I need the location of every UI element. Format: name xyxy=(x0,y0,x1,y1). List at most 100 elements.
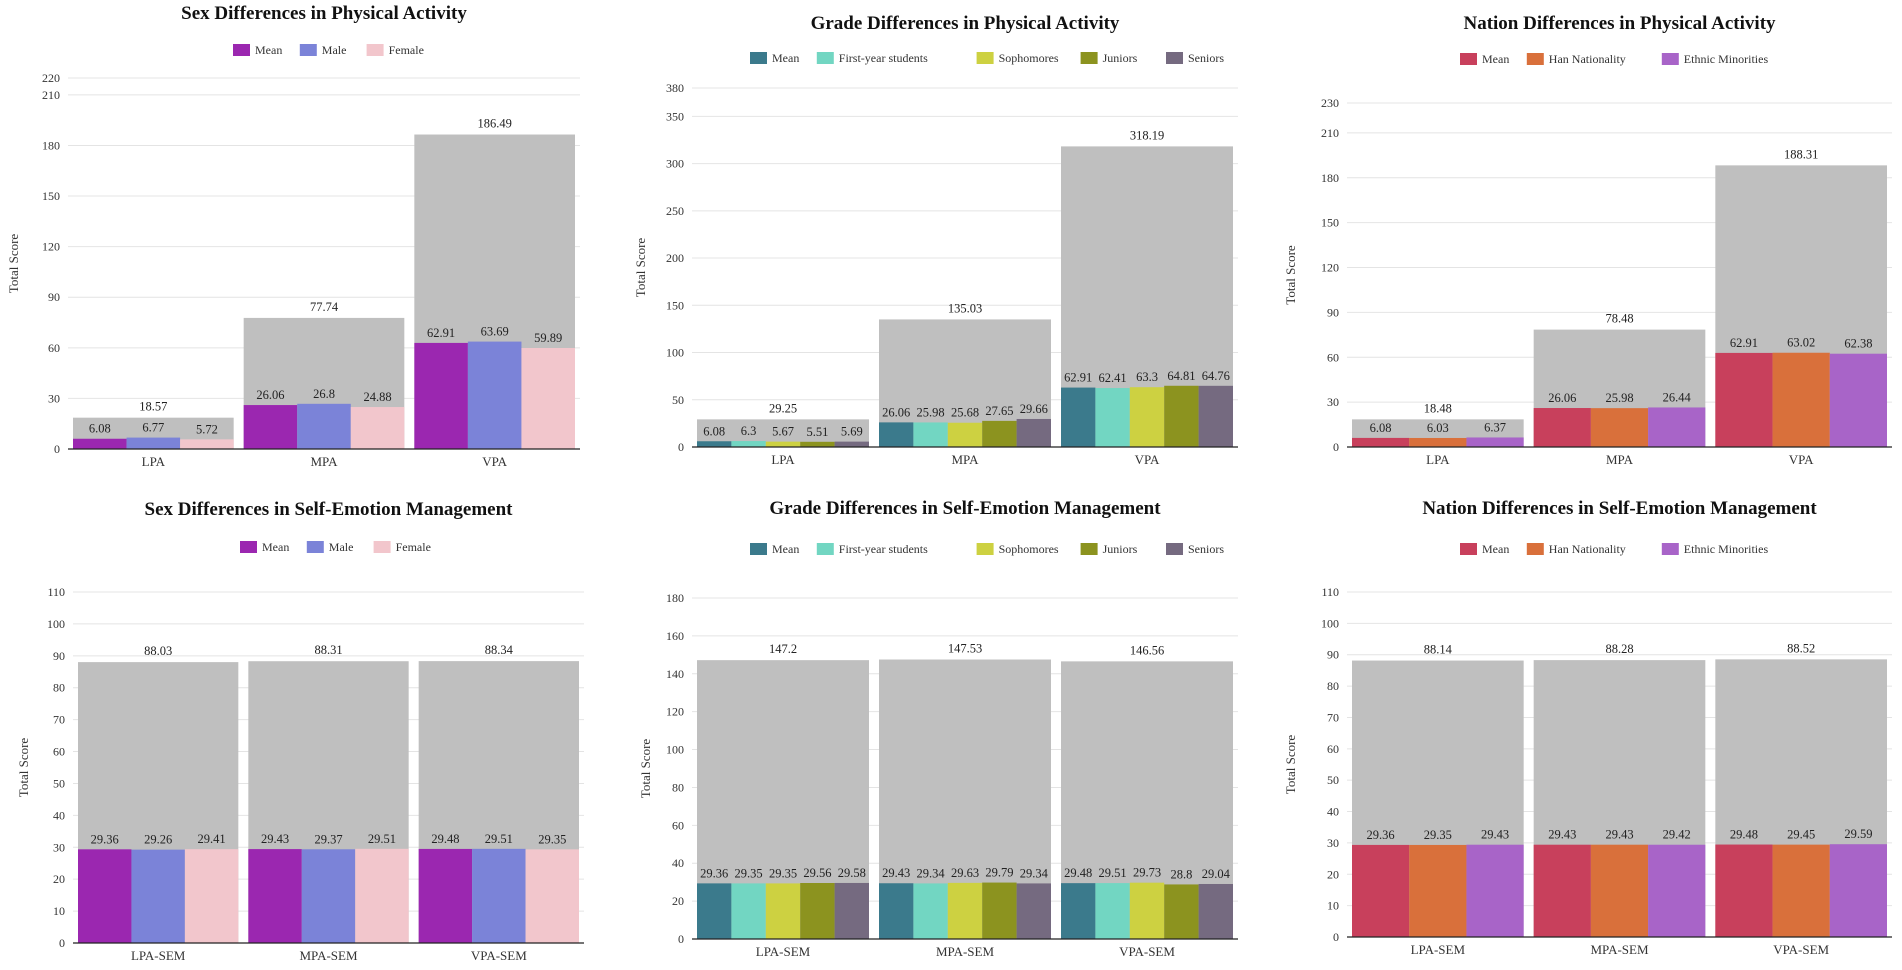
bar-value-label: 29.35 xyxy=(769,866,797,880)
legend: Mean Han Nationality Ethnic Minorities xyxy=(1460,542,1768,556)
bar-value-label: 29.48 xyxy=(1730,828,1758,842)
category-group-mpa-sem: 147.53 29.43 29.34 29.63 29.79 29.34 MPA-SEM xyxy=(879,642,1051,959)
y-tick-label: 90 xyxy=(1327,305,1339,319)
x-category-label: MPA xyxy=(952,452,980,467)
bar-ethnic-minorities xyxy=(1829,353,1887,447)
y-axis-label: Total Score xyxy=(16,738,31,798)
bar-male xyxy=(126,437,181,449)
legend-label-first-year-students: First-year students xyxy=(839,542,928,556)
bar-first-year-students xyxy=(1095,883,1130,939)
chart-title: Grade Differences in Self-Emotion Manage… xyxy=(769,498,1161,519)
x-category-label: LPA-SEM xyxy=(756,944,811,959)
bar-sophomores xyxy=(765,883,801,939)
y-tick-label: 230 xyxy=(1321,96,1339,110)
y-tick-label: 60 xyxy=(672,818,684,832)
legend-swatch-mean xyxy=(233,44,250,56)
category-group-mpa-sem: 88.28 29.43 29.43 29.42 MPA-SEM xyxy=(1533,642,1706,957)
bar-han-nationality xyxy=(1590,844,1649,937)
bar-value-label: 62.91 xyxy=(1064,371,1092,385)
y-tick-label: 180 xyxy=(42,138,60,152)
bar-mean xyxy=(1533,844,1591,937)
total-value-label: 77.74 xyxy=(310,300,339,314)
bar-value-label: 29.04 xyxy=(1202,867,1231,881)
bar-mean xyxy=(1533,408,1591,447)
bar-value-label: 26.06 xyxy=(1548,391,1576,405)
category-group-mpa: 78.48 26.06 25.98 26.44 MPA xyxy=(1533,312,1706,467)
bar-value-label: 63.69 xyxy=(481,325,509,339)
legend-swatch-mean xyxy=(750,52,767,64)
total-value-label: 88.14 xyxy=(1424,643,1453,657)
bar-seniors xyxy=(834,882,869,939)
bar-value-label: 29.45 xyxy=(1787,828,1815,842)
y-tick-label: 150 xyxy=(1321,216,1339,230)
x-category-label: MPA xyxy=(311,454,339,469)
y-tick-label: 80 xyxy=(1327,679,1339,693)
y-tick-label: 0 xyxy=(1333,930,1339,944)
bar-value-label: 29.43 xyxy=(1481,828,1509,842)
category-group-vpa: 188.31 62.91 63.02 62.38 VPA xyxy=(1715,147,1887,467)
legend-label-ethnic-minorities: Ethnic Minorities xyxy=(1684,52,1769,66)
bar-value-label: 29.73 xyxy=(1133,866,1161,880)
legend-swatch-mean xyxy=(750,543,767,555)
chart-title: Sex Differences in Physical Activity xyxy=(181,3,467,24)
total-value-label: 88.03 xyxy=(144,644,172,658)
total-value-label: 147.2 xyxy=(769,642,797,656)
bar-mean xyxy=(78,849,132,943)
bar-mean xyxy=(1715,844,1773,937)
bar-mean xyxy=(243,405,298,449)
total-value-label: 88.52 xyxy=(1787,641,1815,655)
legend-label-han-nationality: Han Nationality xyxy=(1549,52,1626,66)
y-tick-label: 0 xyxy=(678,440,684,454)
total-value-label: 18.57 xyxy=(139,400,167,414)
y-tick-label: 20 xyxy=(672,894,684,908)
chart-nation-physical-activity: Nation Differences in Physical Activity M… xyxy=(1283,13,1892,467)
bar-value-label: 29.35 xyxy=(538,832,566,846)
y-tick-label: 10 xyxy=(1327,899,1339,913)
legend-label-male: Male xyxy=(322,43,347,57)
bar-ethnic-minorities xyxy=(1648,844,1706,937)
x-category-label: VPA xyxy=(1135,452,1160,467)
bar-seniors xyxy=(1198,883,1233,939)
bar-value-label: 29.26 xyxy=(144,833,172,847)
legend-swatch-mean xyxy=(1460,543,1477,555)
bar-value-label: 26.06 xyxy=(882,405,910,419)
bar-female xyxy=(350,407,405,449)
bar-mean xyxy=(414,342,468,449)
x-category-label: MPA xyxy=(1606,452,1634,467)
bar-male xyxy=(131,849,185,943)
total-value-label: 147.53 xyxy=(948,642,982,656)
category-group-mpa: 77.74 26.06 26.8 24.88 MPA xyxy=(243,300,405,469)
bar-mean xyxy=(879,422,914,447)
legend-swatch-female xyxy=(373,541,391,553)
legend-swatch-female xyxy=(366,44,384,56)
bar-mean xyxy=(1061,387,1096,447)
legend-swatch-sophomores xyxy=(976,543,994,555)
y-tick-label: 20 xyxy=(1327,867,1339,881)
total-value-label: 318.19 xyxy=(1130,128,1164,142)
x-category-label: LPA-SEM xyxy=(131,948,186,963)
category-group-vpa-sem: 88.52 29.48 29.45 29.59 VPA-SEM xyxy=(1715,641,1887,957)
legend-label-seniors: Seniors xyxy=(1188,542,1224,556)
bar-value-label: 29.36 xyxy=(1367,828,1395,842)
bar-value-label: 5.67 xyxy=(772,425,794,439)
bar-juniors xyxy=(982,420,1017,447)
y-tick-label: 10 xyxy=(53,904,65,918)
y-tick-label: 40 xyxy=(1327,805,1339,819)
bar-value-label: 29.58 xyxy=(838,866,866,880)
bar-ethnic-minorities xyxy=(1466,844,1524,937)
legend: Mean Male Female xyxy=(240,540,431,554)
chart-title: Nation Differences in Self-Emotion Manag… xyxy=(1422,498,1817,519)
bar-male xyxy=(297,403,351,449)
bar-value-label: 26.8 xyxy=(313,387,335,401)
y-tick-label: 180 xyxy=(666,591,684,605)
y-tick-label: 210 xyxy=(1321,126,1339,140)
bar-value-label: 29.48 xyxy=(1064,866,1092,880)
y-axis-label: Total Score xyxy=(638,739,653,799)
legend-label-female: Female xyxy=(396,540,431,554)
total-value-label: 188.31 xyxy=(1784,147,1818,161)
y-tick-label: 50 xyxy=(53,776,65,790)
y-tick-label: 120 xyxy=(42,240,60,254)
bar-first-year-students xyxy=(1095,388,1130,447)
y-tick-label: 100 xyxy=(47,617,65,631)
y-tick-label: 120 xyxy=(1321,261,1339,275)
